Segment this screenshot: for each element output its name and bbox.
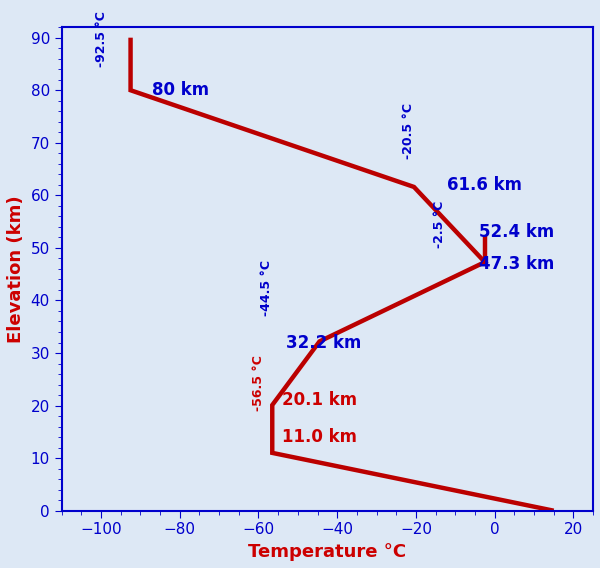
Text: -2.5 °C: -2.5 °C [433, 201, 446, 248]
Text: 47.3 km: 47.3 km [479, 254, 554, 273]
Text: -92.5 °C: -92.5 °C [95, 11, 107, 66]
Text: 61.6 km: 61.6 km [448, 176, 523, 194]
Text: 80 km: 80 km [152, 81, 209, 99]
Text: -56.5 °C: -56.5 °C [252, 355, 265, 411]
Text: 11.0 km: 11.0 km [282, 428, 357, 446]
Text: 32.2 km: 32.2 km [286, 333, 361, 352]
Y-axis label: Elevation (km): Elevation (km) [7, 195, 25, 343]
Text: 20.1 km: 20.1 km [282, 391, 357, 410]
Text: 52.4 km: 52.4 km [479, 223, 554, 241]
X-axis label: Temperature °C: Temperature °C [248, 543, 406, 561]
Text: -44.5 °C: -44.5 °C [260, 260, 273, 316]
Text: -20.5 °C: -20.5 °C [401, 103, 415, 158]
